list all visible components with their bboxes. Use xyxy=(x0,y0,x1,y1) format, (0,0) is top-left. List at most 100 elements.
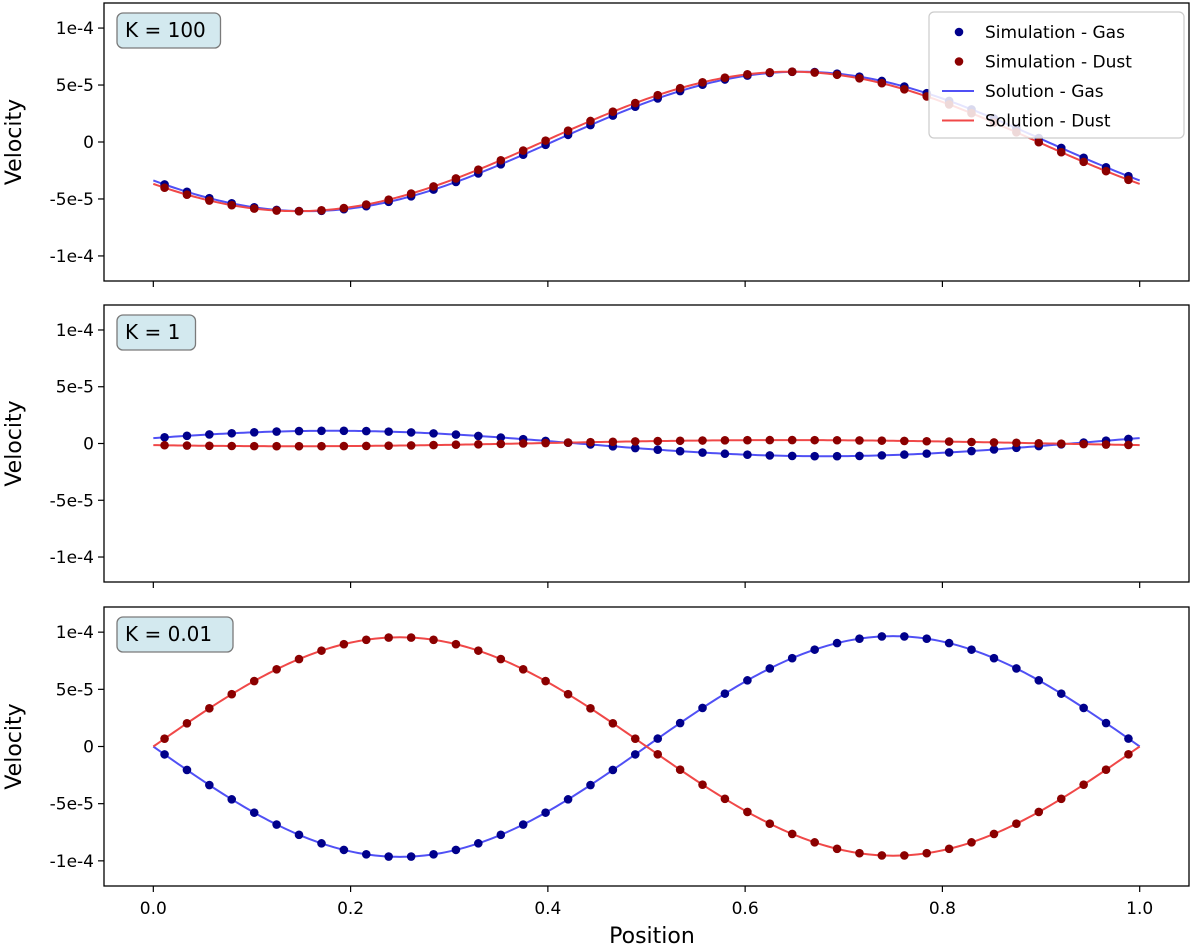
simulation-dust-point xyxy=(1079,780,1088,789)
simulation-dust-point xyxy=(653,90,663,100)
simulation-dust-point xyxy=(608,107,618,117)
simulation-dust-point xyxy=(361,441,371,451)
y-tick-label: -5e-5 xyxy=(50,190,94,210)
simulation-gas-point xyxy=(989,445,999,454)
simulation-dust-point xyxy=(989,829,999,839)
simulation-gas-point xyxy=(361,850,371,859)
simulation-dust-point xyxy=(944,844,954,854)
simulation-gas-point xyxy=(205,780,214,790)
y-tick-label: 1e-4 xyxy=(56,19,94,39)
simulation-gas-point xyxy=(743,450,752,460)
simulation-dust-point xyxy=(810,435,819,445)
simulation-dust-point xyxy=(1012,819,1021,829)
simulation-dust-point xyxy=(608,718,618,728)
simulation-dust-point xyxy=(160,440,169,450)
simulation-dust-point xyxy=(1124,175,1133,185)
simulation-dust-point xyxy=(787,67,797,77)
x-tick-label: 0.8 xyxy=(929,899,956,919)
simulation-gas-point xyxy=(272,427,281,436)
y-tick-label: -5e-5 xyxy=(50,795,94,815)
simulation-gas-point xyxy=(1124,734,1133,743)
simulation-dust-point xyxy=(765,819,775,829)
simulation-dust-point xyxy=(855,436,864,445)
simulation-dust-point xyxy=(339,203,349,213)
simulation-gas-point xyxy=(967,446,976,456)
legend-label: Solution - Gas xyxy=(985,82,1104,102)
simulation-dust-point xyxy=(855,74,864,83)
simulation-dust-point xyxy=(317,206,326,215)
simulation-gas-point xyxy=(608,765,618,775)
panel-2: 1e-4 5e-5 0 -5e-5 -1e-4 Velocity K = 1 xyxy=(2,304,1190,588)
simulation-dust-point xyxy=(272,664,281,674)
simulation-dust-point xyxy=(765,67,775,77)
simulation-dust-point xyxy=(1124,750,1133,759)
simulation-gas-point xyxy=(900,450,909,459)
simulation-gas-point xyxy=(406,428,416,437)
simulation-gas-point xyxy=(675,718,685,728)
simulation-dust-point xyxy=(1101,440,1111,449)
simulation-dust-point xyxy=(227,689,237,699)
simulation-dust-point xyxy=(1101,765,1111,775)
simulation-gas-point xyxy=(630,750,640,759)
simulation-dust-point xyxy=(1034,137,1044,147)
simulation-gas-point xyxy=(384,852,393,861)
y-tick-label: 5e-5 xyxy=(56,76,94,96)
simulation-gas-point xyxy=(496,433,506,442)
simulation-gas-point xyxy=(160,750,169,759)
k-label-box xyxy=(116,314,197,351)
y-axis-label: Velocity xyxy=(2,703,27,789)
simulation-dust-point xyxy=(339,639,349,649)
y-tick-label: 0 xyxy=(83,738,94,758)
simulation-gas-point xyxy=(249,427,259,437)
simulation-dust-point xyxy=(765,435,775,445)
simulation-gas-point xyxy=(339,426,349,436)
k-label: K = 1 xyxy=(125,320,180,344)
simulation-gas-point xyxy=(249,808,259,817)
simulation-dust-point xyxy=(294,441,304,451)
simulation-gas-point xyxy=(787,653,797,663)
simulation-dust-point xyxy=(989,438,999,447)
simulation-gas-point xyxy=(474,839,483,848)
simulation-gas-point xyxy=(922,449,932,458)
simulation-dust-point xyxy=(541,136,550,145)
simulation-dust-point xyxy=(832,844,842,854)
simulation-dust-point xyxy=(967,838,976,847)
simulation-dust-point xyxy=(743,807,752,817)
simulation-dust-point xyxy=(451,174,461,183)
legend-label: Solution - Dust xyxy=(985,112,1111,132)
simulation-dust-point xyxy=(496,155,506,165)
simulation-dust-point xyxy=(877,851,887,860)
y-tick-label: 1e-4 xyxy=(56,623,94,643)
simulation-dust-point xyxy=(832,435,842,445)
simulation-gas-point xyxy=(339,845,349,855)
x-tick-label: 0.6 xyxy=(732,899,759,919)
simulation-dust-point xyxy=(518,146,528,155)
simulation-dust-point xyxy=(720,73,730,82)
simulation-dust-point xyxy=(1101,166,1111,176)
simulation-dust-point xyxy=(518,439,528,448)
simulation-dust-point xyxy=(1079,439,1088,449)
simulation-gas-point xyxy=(160,433,169,442)
simulation-dust-point xyxy=(227,441,237,451)
simulation-dust-point xyxy=(787,435,797,445)
y-tick-label: -1e-4 xyxy=(50,852,94,872)
y-tick-label: -5e-5 xyxy=(50,491,94,511)
simulation-dust-point xyxy=(1056,439,1066,449)
simulation-dust-point xyxy=(720,794,730,804)
simulation-dust-point xyxy=(361,200,371,209)
simulation-gas-point xyxy=(653,734,663,743)
simulation-gas-point xyxy=(653,445,663,454)
simulation-gas-point xyxy=(675,446,685,456)
simulation-gas-point xyxy=(765,451,775,460)
simulation-gas-point xyxy=(496,830,506,840)
simulation-gas-point xyxy=(361,426,371,436)
k-label: K = 100 xyxy=(125,18,206,42)
simulation-gas-point xyxy=(698,448,707,457)
simulation-dust-point xyxy=(608,437,618,447)
simulation-dust-point xyxy=(474,646,483,655)
y-tick-label: 0 xyxy=(83,435,94,455)
simulation-dust-point xyxy=(743,435,752,445)
simulation-gas-point xyxy=(877,632,887,641)
simulation-dust-point xyxy=(272,206,281,215)
simulation-gas-point xyxy=(832,638,842,648)
